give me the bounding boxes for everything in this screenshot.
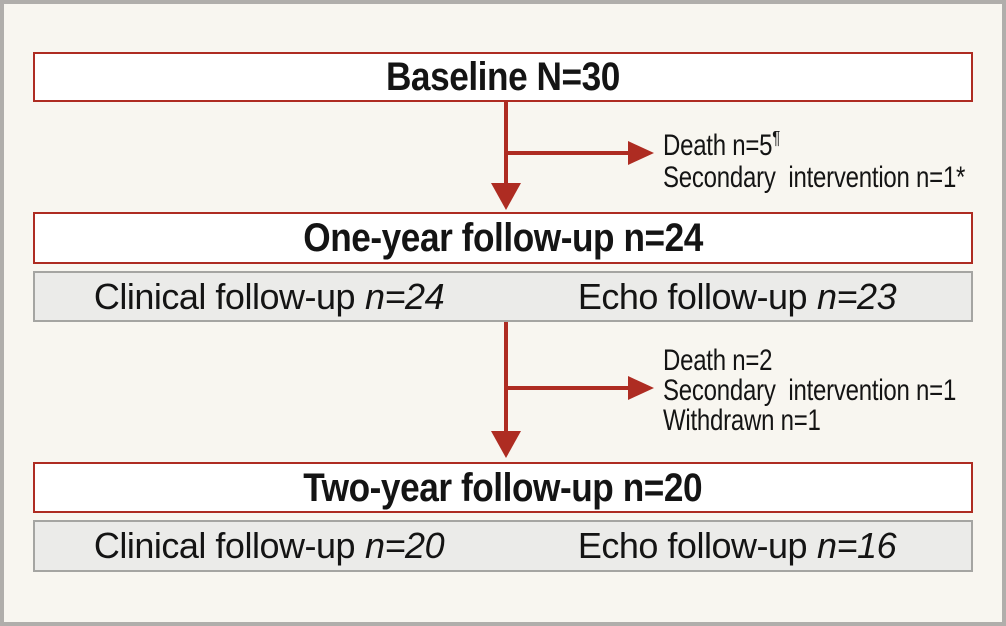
echo-follow-up-label: Echo follow-up (577, 275, 808, 317)
box-two-year-detail: Clinical follow-up n=20 Echo follow-up n… (33, 520, 973, 572)
clinical-follow-up-value: n=24 (365, 275, 445, 317)
exclusion-text: Secondary intervention n=1* (663, 161, 966, 194)
exclusion-line: Death n=5¶ (663, 122, 965, 162)
exclusion-line: Secondary intervention n=1* (663, 162, 965, 194)
arrowhead-down-icon (491, 183, 521, 210)
exclusion-text: Death n=5 (663, 129, 773, 162)
exclusion-line: Secondary intervention n=1 (663, 376, 956, 406)
box-one-year-label: One-year follow-up n=24 (303, 216, 703, 260)
echo-follow-up-cell: Echo follow-up n=16 (503, 528, 971, 564)
box-baseline: Baseline N=30 (33, 52, 973, 102)
clinical-follow-up-cell: Clinical follow-up n=20 (35, 528, 503, 564)
clinical-follow-up-cell: Clinical follow-up n=24 (35, 275, 503, 317)
box-baseline-label: Baseline N=30 (386, 55, 620, 99)
exclusions-year2-note: Death n=2 Secondary intervention n=1 Wit… (663, 346, 1006, 436)
clinical-follow-up-value: n=20 (365, 525, 445, 566)
box-two-year-follow-up: Two-year follow-up n=20 (33, 462, 973, 513)
echo-follow-up-value: n=23 (817, 275, 897, 317)
exclusion-line: Withdrawn n=1 (663, 406, 956, 436)
connector-branch-exclusions-year2 (504, 386, 630, 390)
exclusion-text: Secondary intervention n=1 (663, 374, 957, 407)
echo-follow-up-cell: Echo follow-up n=23 (503, 275, 971, 317)
connector-baseline-to-oneyear (504, 102, 508, 184)
box-two-year-label: Two-year follow-up n=20 (303, 465, 703, 510)
exclusions-year1-note: Death n=5¶ Secondary intervention n=1* (663, 122, 1006, 194)
exclusion-text: Death n=2 (663, 344, 773, 377)
box-one-year-follow-up: One-year follow-up n=24 (33, 212, 973, 264)
echo-follow-up-value: n=16 (817, 525, 897, 566)
arrowhead-down-icon (491, 431, 521, 458)
connector-branch-exclusions-year1 (504, 151, 630, 155)
footnote-marker: ¶ (772, 127, 781, 148)
exclusion-line: Death n=2 (663, 346, 956, 376)
connector-oneyear-to-twoyear (504, 322, 508, 434)
arrowhead-right-icon (628, 141, 654, 165)
exclusion-text: Withdrawn n=1 (663, 404, 821, 437)
clinical-follow-up-label: Clinical follow-up (93, 525, 356, 566)
clinical-follow-up-label: Clinical follow-up (93, 275, 356, 317)
box-one-year-detail: Clinical follow-up n=24 Echo follow-up n… (33, 271, 973, 322)
echo-follow-up-label: Echo follow-up (577, 525, 808, 566)
arrowhead-right-icon (628, 376, 654, 400)
